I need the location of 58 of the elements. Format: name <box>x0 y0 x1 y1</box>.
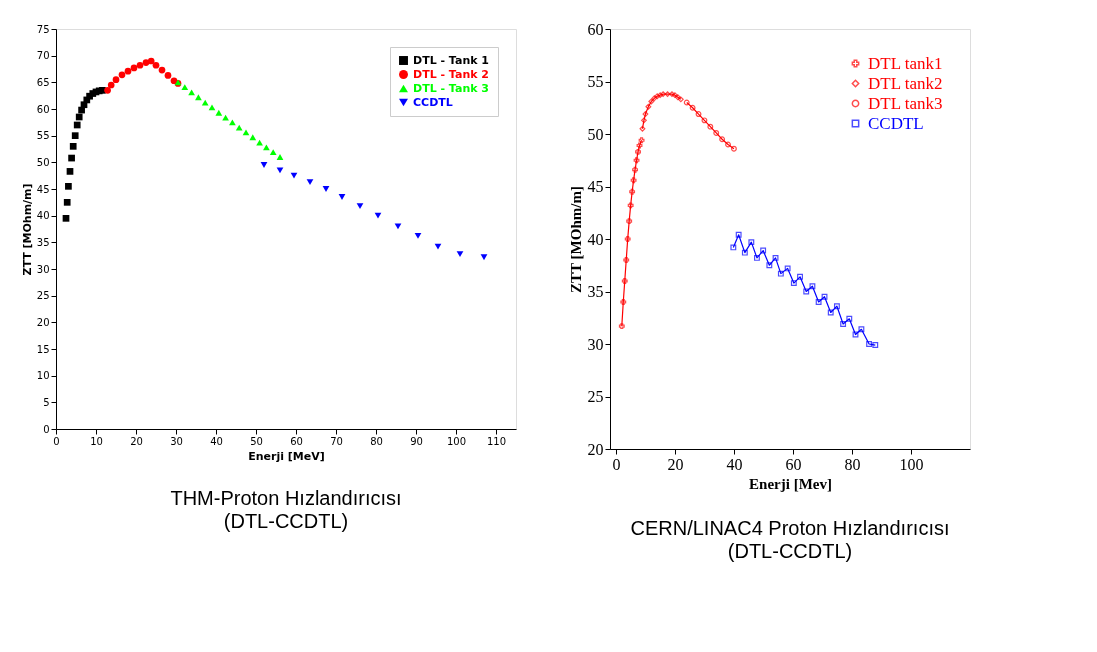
x-tick-label: 80 <box>844 455 861 473</box>
text: (DTL-CCDTL) <box>727 540 853 562</box>
x-tick-label: 70 <box>330 435 343 447</box>
legend-label: DTL tank1 <box>868 53 943 73</box>
x-tick-label: 0 <box>53 435 60 447</box>
y-tick-label: 35 <box>587 283 604 300</box>
y-tick-label: 30 <box>36 263 50 275</box>
legend-label: DTL tank3 <box>868 93 943 113</box>
y-axis-title: ZTT [MOhm/m] <box>20 183 34 276</box>
x-tick-label: 20 <box>130 435 143 447</box>
y-tick-label: 75 <box>36 23 50 35</box>
y-tick-label: 60 <box>587 20 604 38</box>
y-tick-label: 70 <box>36 50 50 62</box>
y-tick-label: 45 <box>36 183 50 195</box>
y-tick-label: 45 <box>587 178 604 195</box>
x-tick-label: 0 <box>612 455 621 473</box>
x-tick-label: 100 <box>899 455 924 473</box>
x-tick-label: 60 <box>785 455 802 473</box>
y-tick-label: 60 <box>36 103 50 115</box>
x-tick-label: 40 <box>210 435 223 447</box>
text: CERN/LINAC4 Proton Hızlandırıcısı <box>630 517 950 539</box>
text: (DTL-CCDTL) <box>223 510 349 532</box>
y-tick-label: 0 <box>43 423 50 435</box>
y-tick-label: 35 <box>36 236 50 248</box>
y-tick-label: 20 <box>36 316 50 328</box>
legend-label: DTL tank2 <box>868 73 943 93</box>
text: THM-Proton Hızlandırıcısı <box>170 487 402 509</box>
y-tick-label: 55 <box>587 73 604 90</box>
x-tick-label: 50 <box>250 435 263 447</box>
y-tick-label: 50 <box>36 156 50 168</box>
legend-label: CCDTL <box>868 113 924 133</box>
x-tick-label: 90 <box>410 435 423 447</box>
legend-label: DTL - Tank 3 <box>413 81 490 95</box>
x-axis-title: Enerji [MeV] <box>248 449 325 463</box>
y-tick-label: 40 <box>587 230 604 248</box>
legend-label: DTL - Tank 1 <box>413 53 490 67</box>
legend-label: CCDTL <box>413 95 453 109</box>
x-tick-label: 60 <box>290 435 303 447</box>
y-axis-title: ZTT [MOhm/m] <box>567 186 584 293</box>
x-axis-title: Enerji [Mev] <box>749 475 832 492</box>
x-tick-label: 10 <box>90 435 103 447</box>
y-tick-label: 50 <box>587 125 604 143</box>
y-tick-label: 40 <box>36 210 50 222</box>
legend-label: DTL - Tank 2 <box>413 67 490 81</box>
x-tick-label: 110 <box>486 435 507 447</box>
y-tick-label: 5 <box>43 396 50 408</box>
x-tick-label: 40 <box>726 455 743 473</box>
y-tick-label: 10 <box>36 370 50 382</box>
x-tick-label: 100 <box>446 435 467 447</box>
y-tick-label: 15 <box>36 343 50 355</box>
y-tick-label: 65 <box>36 76 50 88</box>
x-tick-label: 80 <box>370 435 383 447</box>
y-tick-label: 25 <box>36 290 50 302</box>
y-tick-label: 25 <box>587 388 604 405</box>
y-tick-label: 55 <box>36 130 50 142</box>
x-tick-label: 20 <box>667 455 684 473</box>
x-tick-label: 30 <box>170 435 183 447</box>
y-tick-label: 30 <box>587 335 604 353</box>
